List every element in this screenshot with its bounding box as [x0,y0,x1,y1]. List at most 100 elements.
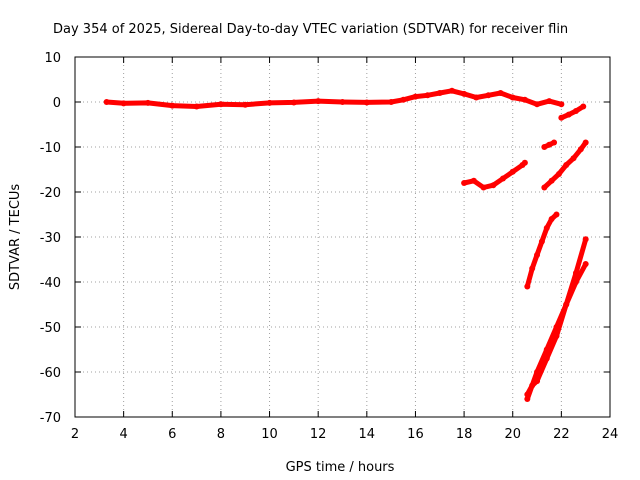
y-tick-label: -50 [40,321,61,336]
data-point [555,171,562,177]
data-point [339,99,346,105]
x-axis-label: GPS time / hours [286,460,395,475]
x-tick-label: 22 [553,427,570,442]
data-point [565,111,572,118]
series-track-mid [461,159,528,191]
x-tick-label: 24 [602,427,619,442]
series-track-steep-4 [524,261,589,402]
data-point [577,146,584,153]
x-tick-label: 4 [119,427,127,442]
grid-lines [75,57,610,417]
axis-ticks: 2 4 6 8 10 12 14 16 18 20 22 24100-10-20-30-40-50-6… [40,51,619,442]
series-track-end [558,103,587,121]
data-point [572,108,579,114]
data-point [553,324,560,330]
x-tick-label: 6 [168,427,176,442]
data-point [524,283,531,290]
series-track-steep-1 [524,211,560,290]
data-point [266,99,273,106]
data-point [509,168,516,175]
data-point [543,225,550,231]
data-point [521,159,528,166]
y-tick-label: -40 [40,276,61,291]
data-point [534,369,541,375]
chart-title: Day 354 of 2025, Sidereal Day-to-day VTE… [53,22,568,37]
series-line [524,212,559,289]
data-point [582,261,589,267]
data-point [553,211,560,218]
series-track-main [103,87,565,110]
x-tick-label: 2 [71,427,79,442]
data-point [543,346,550,353]
data-point [521,96,528,103]
data-point [534,252,541,258]
x-tick-label: 14 [359,427,376,442]
data-point [524,396,531,402]
y-axis-label: SDTVAR / TECUs [8,184,23,291]
y-tick-label: 0 [53,96,61,111]
data-point [448,87,455,94]
x-tick-label: 10 [261,427,278,442]
data-point [534,101,541,108]
data-point [570,155,577,162]
data-point [217,101,224,108]
data-point [497,90,504,96]
y-tick-label: -30 [40,231,61,246]
data-point [509,94,516,101]
data-point [412,93,419,100]
x-tick-label: 16 [407,427,424,442]
data-point [529,265,536,272]
data-point [424,92,431,99]
data-point [582,236,589,243]
data-point [541,144,548,150]
data-point [580,103,587,110]
data-point [548,216,555,222]
x-tick-label: 18 [456,427,473,442]
data-point [461,90,468,97]
data-point [546,98,553,105]
data-point [572,279,579,285]
x-tick-label: 8 [217,427,225,442]
y-tick-label: -60 [40,366,61,381]
data-point [558,114,565,121]
data-point [500,175,506,182]
series-track-rise [541,139,589,191]
data-point [242,101,249,108]
data-point [563,301,570,308]
data-point [470,177,477,184]
data-point [548,177,555,184]
data-point [582,139,589,146]
y-tick-label: 10 [44,51,61,66]
series-line [558,104,586,121]
data-point [480,184,487,191]
data-point [538,238,545,245]
data-series [103,87,589,402]
data-point [388,99,395,105]
data-point [551,139,558,146]
data-point [315,98,322,105]
x-tick-label: 20 [504,427,521,442]
data-point [490,182,497,189]
y-tick-label: -20 [40,186,61,201]
x-tick-label: 12 [310,427,327,442]
data-point [563,162,570,168]
data-point [541,184,548,191]
data-point [546,141,553,148]
data-point [144,99,151,106]
data-point [558,101,565,108]
data-point [363,99,370,106]
data-point [436,90,443,96]
data-point [120,100,127,107]
data-point [473,94,480,101]
y-tick-label: -70 [40,411,61,426]
data-point [169,102,176,109]
data-point [193,103,200,110]
data-point [485,92,492,99]
data-point [290,99,297,106]
data-point [103,99,110,105]
data-point [461,180,468,186]
series-track-short [541,139,558,150]
y-tick-label: -10 [40,141,61,156]
data-point [400,96,407,103]
